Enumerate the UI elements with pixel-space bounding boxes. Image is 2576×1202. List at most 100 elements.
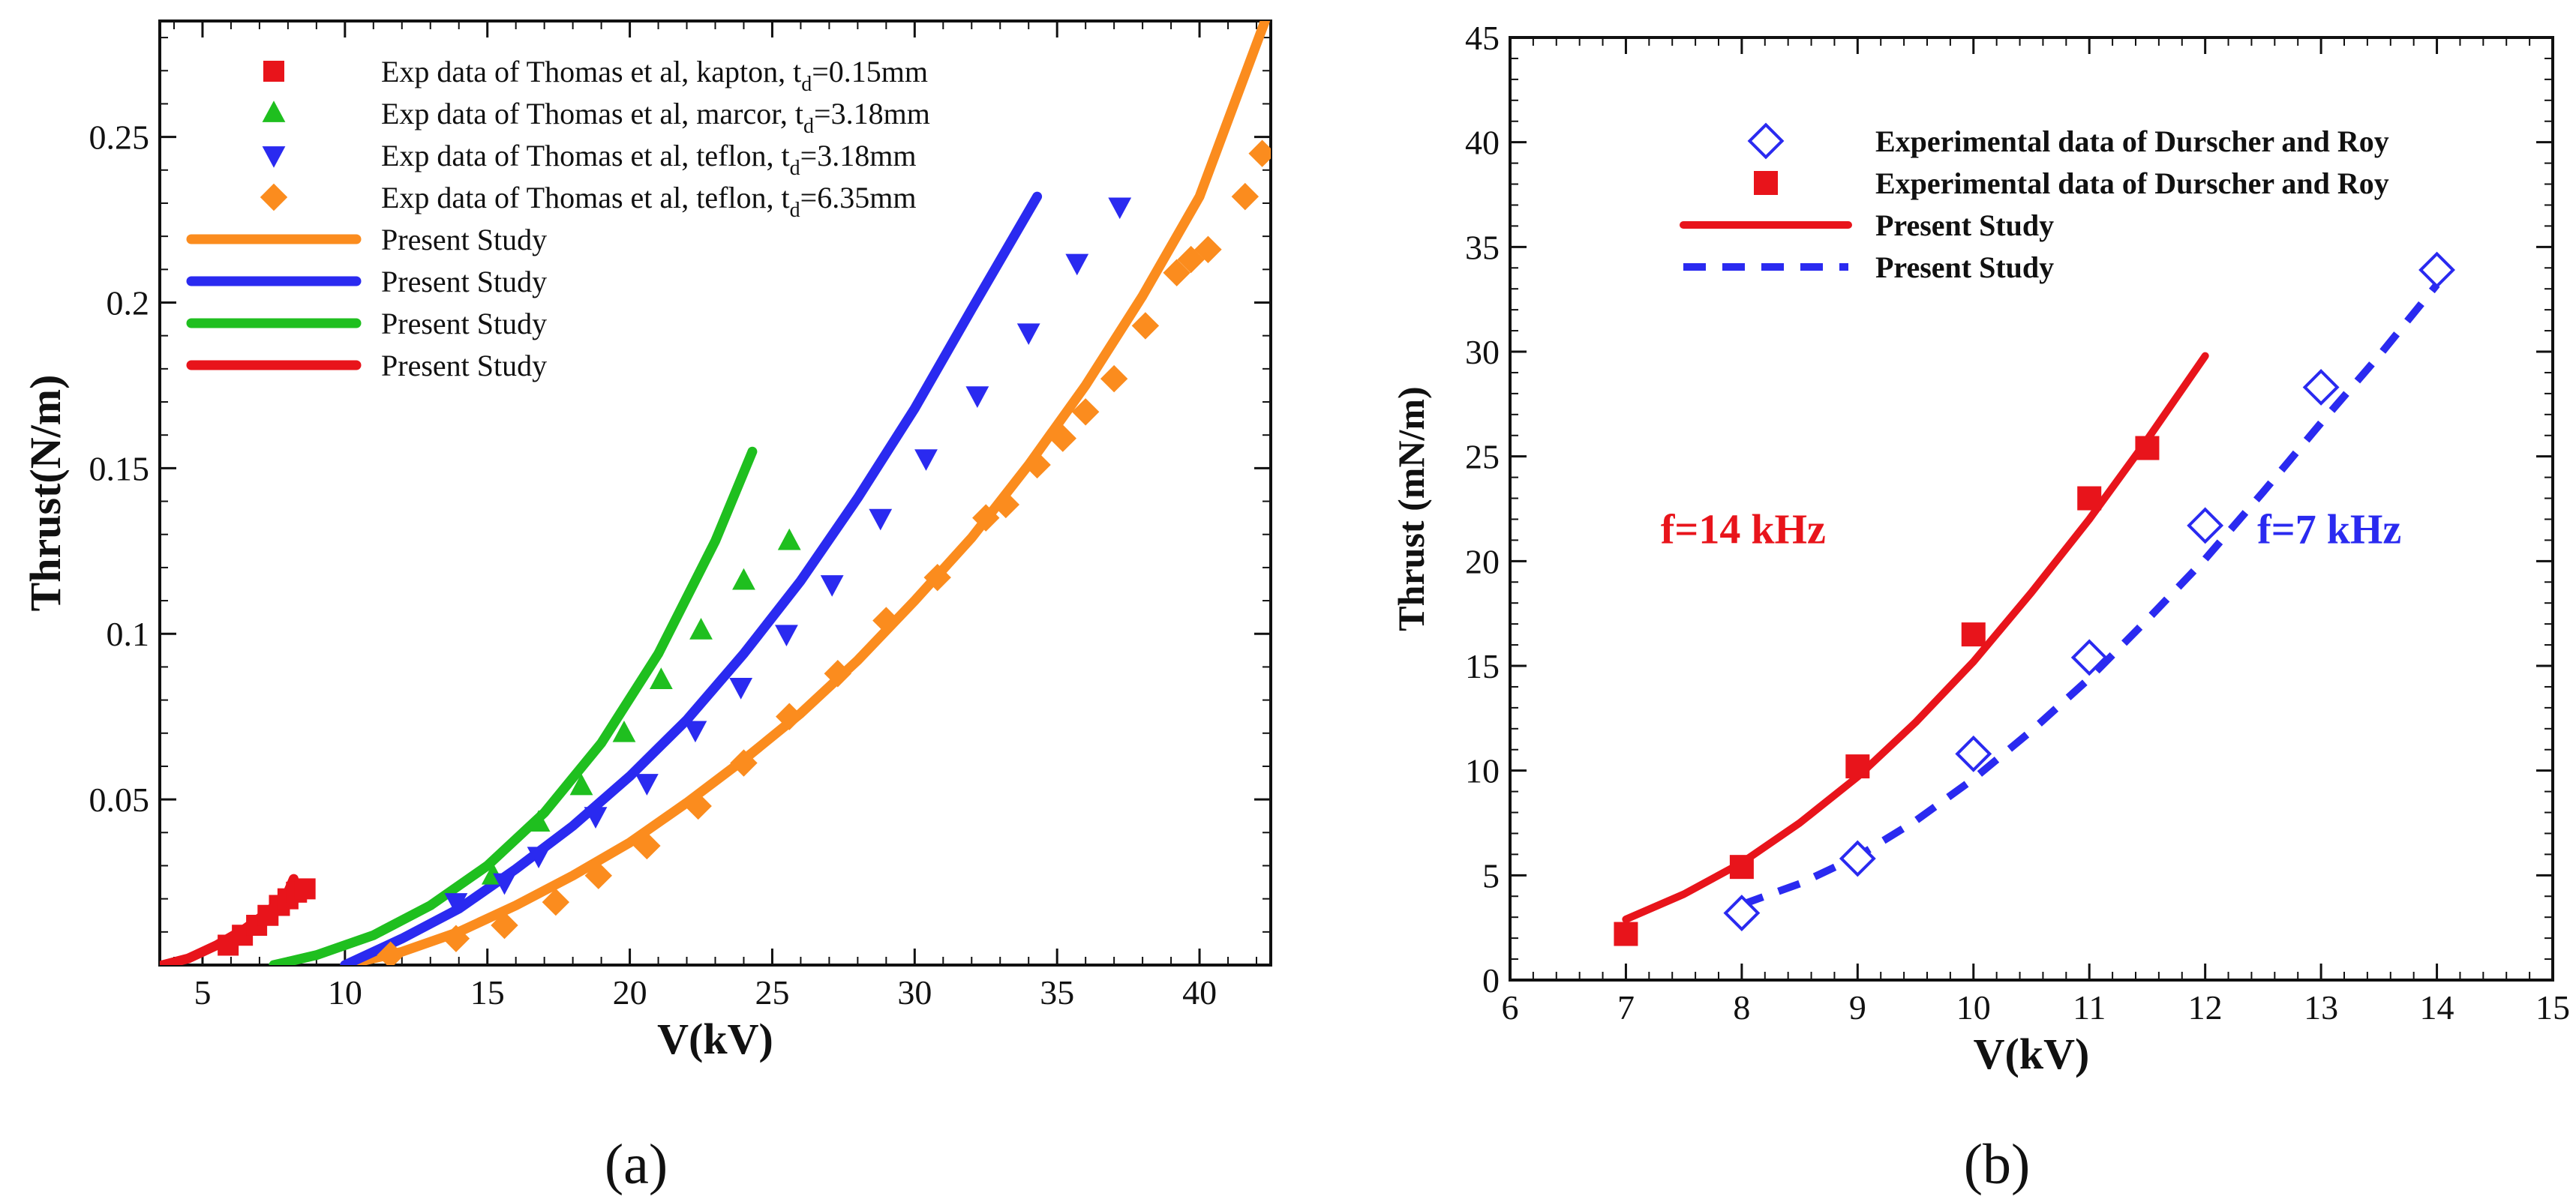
legend-label: Present Study <box>381 349 547 382</box>
legend-text: Present Study <box>381 307 547 340</box>
legend-text: Present Study <box>381 265 547 298</box>
data-point <box>965 386 989 408</box>
y-tick-label: 5 <box>1482 856 1500 895</box>
y-tick-label: 45 <box>1465 19 1500 57</box>
y-axis-label: Thrust(N/m) <box>21 375 70 612</box>
series-line <box>1740 282 2440 909</box>
data-point <box>1248 139 1271 167</box>
data-point <box>612 720 636 742</box>
data-point <box>730 749 758 777</box>
x-tick-label: 6 <box>1502 988 1519 1027</box>
x-tick-label: 11 <box>2073 988 2106 1027</box>
x-axis-label: V(kV) <box>1974 1030 2090 1078</box>
x-tick-label: 5 <box>194 973 211 1012</box>
legend-text: Exp data of Thomas et al, teflon, t <box>381 139 790 172</box>
legend-subscript: d <box>803 115 814 138</box>
data-point <box>1163 259 1190 286</box>
plot-frame <box>1509 36 2554 982</box>
data-point <box>569 773 593 796</box>
y-tick-label: 0.25 <box>89 118 150 157</box>
x-tick-label: 7 <box>1617 988 1635 1027</box>
data-point <box>1231 182 1259 211</box>
data-point <box>1723 895 1761 932</box>
data-point <box>820 575 844 597</box>
x-axis-label: V(kV) <box>657 1015 773 1063</box>
legend-symbol <box>262 146 286 168</box>
y-tick-label: 25 <box>1465 438 1500 476</box>
y-tick-label: 0.2 <box>107 283 150 322</box>
x-tick-label: 13 <box>2304 988 2338 1027</box>
legend-label: Present Study <box>1875 208 2054 242</box>
data-layer <box>1614 251 2455 946</box>
x-tick-label: 15 <box>2535 988 2570 1027</box>
x-tick-label: 35 <box>1040 973 1074 1012</box>
data-point <box>732 568 755 590</box>
x-tick-label: 10 <box>328 973 362 1012</box>
data-point <box>1016 323 1040 346</box>
legend-subscript: d <box>801 73 812 96</box>
data-point <box>2302 369 2340 406</box>
annotation: f=14 kHz <box>1661 506 1826 553</box>
data-point <box>1131 312 1160 340</box>
legend-label: Experimental data of Durscher and Roy <box>1875 166 2389 200</box>
data-layer <box>160 21 1271 965</box>
y-tick-label: 0.1 <box>107 615 150 653</box>
legend-label: Exp data of Thomas et al, kapton, td=0.1… <box>381 55 928 96</box>
legend-text: Experimental data of Durscher and Roy <box>1875 124 2389 158</box>
series-line <box>1622 352 2209 923</box>
x-tick-label: 30 <box>897 973 932 1012</box>
legend-text: Present Study <box>381 349 547 382</box>
y-axis-label: Thrust (mN/m) <box>1390 386 1432 631</box>
legend-text: Present Study <box>1875 208 2054 242</box>
legend-label: Present Study <box>381 307 547 340</box>
legend-suffix: =6.35mm <box>800 181 917 214</box>
data-point <box>914 449 938 471</box>
chart-b: 6 7 8 9 10 11 12 13 14 15 0 5 10 15 20 25 30 35 40 45 V(kV) T… <box>1390 19 2570 1196</box>
x-tick-label: 40 <box>1182 973 1217 1012</box>
y-tick-label: 30 <box>1465 333 1500 371</box>
data-point <box>683 721 707 743</box>
legend-text: Exp data of Thomas et al, marcor, t <box>381 97 803 130</box>
legend-suffix: =3.18mm <box>814 97 930 130</box>
data-point <box>1614 922 1638 946</box>
x-tick-label: 15 <box>470 973 505 1012</box>
legend-symbol <box>1754 171 1778 195</box>
data-point <box>649 667 673 689</box>
data-point <box>1065 253 1089 276</box>
y-tick-label: 20 <box>1465 542 1500 580</box>
legend-text: Present Study <box>381 223 547 256</box>
data-point <box>493 873 516 895</box>
data-point <box>2070 639 2108 676</box>
x-tick-label: 10 <box>1956 988 1991 1027</box>
data-point <box>1194 235 1222 264</box>
data-point <box>1729 855 1754 880</box>
data-point <box>923 563 951 592</box>
data-point <box>992 490 1020 519</box>
x-tick-label: 25 <box>755 973 789 1012</box>
data-point <box>491 911 518 940</box>
data-point <box>444 893 468 915</box>
x-tick-label: 14 <box>2420 988 2454 1027</box>
data-point <box>729 678 753 700</box>
data-point <box>1961 622 1986 647</box>
legend-text: Experimental data of Durscher and Roy <box>1875 166 2389 200</box>
data-point <box>2187 507 2224 544</box>
data-point <box>1049 424 1076 452</box>
legend-subscript: d <box>790 199 800 222</box>
y-tick-label: 0.05 <box>89 781 150 819</box>
panel-label: (b) <box>1964 1133 2031 1196</box>
legend-symbol <box>263 61 284 82</box>
data-point <box>2135 436 2160 460</box>
panel-label: (a) <box>605 1133 668 1196</box>
legend-text: Present Study <box>1875 250 2054 284</box>
y-tick-label: 35 <box>1465 228 1500 266</box>
series-line <box>269 446 758 965</box>
data-point <box>1071 398 1100 426</box>
legend-label: Exp data of Thomas et al, marcor, td=3.1… <box>381 97 930 138</box>
data-point <box>294 878 316 900</box>
data-point <box>689 618 713 640</box>
series-line <box>340 21 1270 965</box>
legend-subscript: d <box>790 157 800 180</box>
legend-text: Exp data of Thomas et al, kapton, t <box>381 55 801 88</box>
